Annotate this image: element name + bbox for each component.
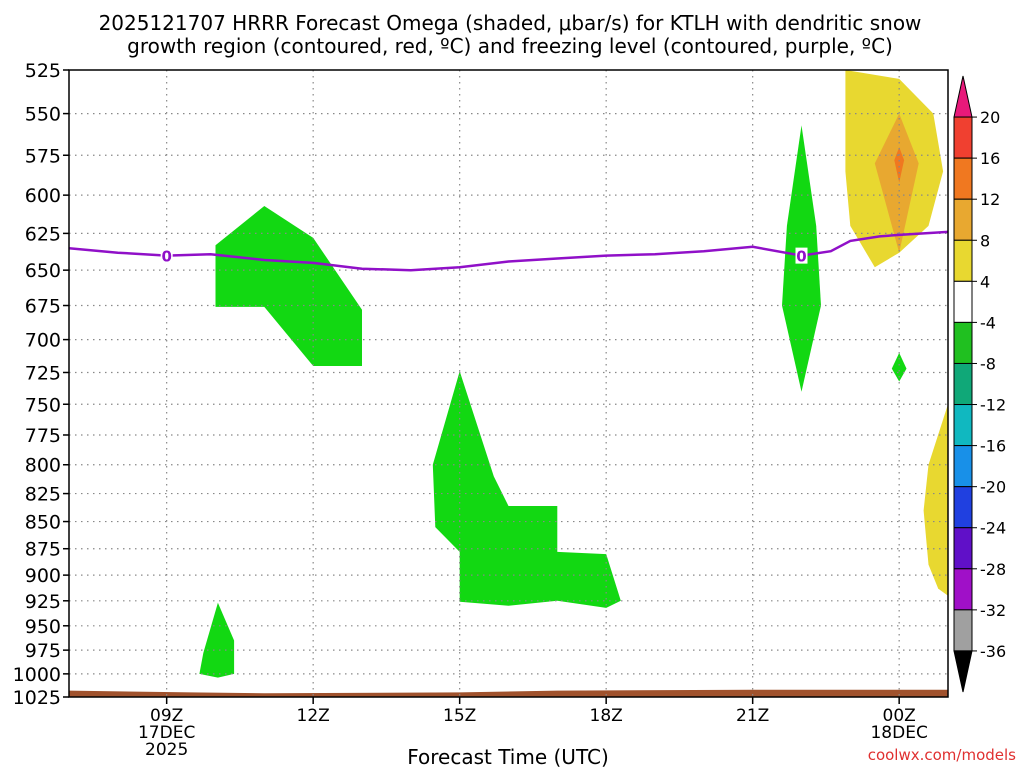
y-tick-label: 750	[25, 394, 61, 416]
colorbar-swatch	[953, 362, 973, 406]
green-area-2	[199, 602, 235, 678]
colorbar-label: 4	[980, 272, 990, 291]
y-tick-label: 825	[25, 484, 61, 506]
colorbar-swatch	[953, 445, 973, 488]
colorbar-swatch	[953, 527, 973, 570]
contour-label: 0	[796, 248, 806, 266]
colorbar-swatch	[953, 404, 973, 447]
x-tick-label: 21Z	[736, 706, 769, 726]
colorbar-label: 16	[980, 149, 1000, 168]
colorbar-label: -12	[980, 396, 1006, 415]
colorbar-label: -36	[980, 642, 1006, 661]
y-tick-label: 550	[25, 104, 61, 126]
y-tick-label: 1025	[13, 687, 61, 709]
colorbar: 20 16 12 8 4 -4 -8 -12 -16 -20 -24 -28 -32 -36	[953, 75, 1006, 693]
red-orange-area-1	[894, 147, 905, 183]
colorbar-swatch	[953, 486, 973, 529]
y-tick-label: 1000	[13, 664, 61, 686]
contour-label-bg	[795, 247, 808, 264]
yellow-area-2	[923, 404, 948, 596]
y-tick-label: 725	[25, 362, 61, 384]
freezing-level-line	[69, 230, 948, 272]
colorbar-label: -8	[980, 354, 996, 373]
grid-lines	[69, 70, 948, 697]
colorbar-label: 12	[980, 190, 1000, 209]
colorbar-label: -16	[980, 437, 1006, 456]
y-tick-label: 625	[25, 223, 61, 245]
x-tick-label: 09Z	[150, 706, 183, 726]
colorbar-label: -28	[980, 560, 1006, 579]
x-tick-label: 15Z	[443, 706, 476, 726]
green-area-5	[891, 352, 907, 382]
y-tick-label: 925	[25, 591, 61, 613]
chart-title-line1: 2025121707 HRRR Forecast Omega (shaded, …	[99, 11, 922, 35]
colorbar-swatch	[953, 609, 973, 652]
contour-label-bg	[160, 247, 173, 264]
colorbar-swatch	[953, 650, 973, 693]
colorbar-swatch	[953, 157, 973, 200]
green-area-3	[432, 371, 621, 608]
orange-area-1	[874, 113, 919, 253]
x-tick-date: 18DEC	[870, 723, 927, 743]
colorbar-label: -24	[980, 519, 1006, 538]
x-tick-year: 2025	[145, 740, 188, 760]
green-area-1	[215, 206, 362, 366]
colorbar-label: -32	[980, 601, 1006, 620]
colorbar-label: -20	[980, 478, 1006, 497]
y-tick-label: 875	[25, 539, 61, 561]
y-tick-label: 850	[25, 512, 61, 534]
x-tick-label: 12Z	[297, 706, 330, 726]
colorbar-label: 20	[980, 108, 1000, 127]
terrain	[69, 689, 948, 697]
y-tick-label: 700	[25, 330, 61, 352]
x-tick-date: 17DEC	[138, 723, 195, 743]
y-tick-label: 675	[25, 296, 61, 318]
chart-title-line2: growth region (contoured, red, ºC) and f…	[127, 34, 893, 58]
y-tick-label: 525	[25, 60, 61, 82]
credit-text: coolwx.com/models	[868, 746, 1016, 764]
y-tick-label: 975	[25, 640, 61, 662]
plot-frame	[68, 69, 949, 698]
y-tick-label: 600	[25, 185, 61, 207]
y-tick-label: 775	[25, 425, 61, 447]
y-axis: 525 550 575 600 625 650 675 700 725 750 775 800 825 8…	[13, 60, 69, 709]
x-tick-label: 00Z	[883, 706, 916, 726]
y-tick-label: 900	[25, 565, 61, 587]
colorbar-swatch	[953, 280, 973, 323]
colorbar-swatch	[953, 198, 973, 241]
plot-area	[69, 70, 948, 697]
contour-label: 0	[161, 248, 171, 266]
x-axis-title: Forecast Time (UTC)	[407, 745, 609, 768]
colorbar-label: -4	[980, 313, 996, 332]
colorbar-label: 8	[980, 231, 990, 250]
colorbar-swatch	[953, 116, 973, 159]
x-tick-label: 18Z	[590, 706, 623, 726]
y-tick-label: 800	[25, 455, 61, 477]
colorbar-swatch	[953, 239, 973, 282]
colorbar-swatch	[953, 321, 973, 364]
y-tick-label: 575	[25, 145, 61, 167]
y-tick-label: 950	[25, 616, 61, 638]
colorbar-swatch	[953, 75, 973, 118]
y-tick-label: 650	[25, 260, 61, 282]
colorbar-swatch	[953, 568, 973, 611]
